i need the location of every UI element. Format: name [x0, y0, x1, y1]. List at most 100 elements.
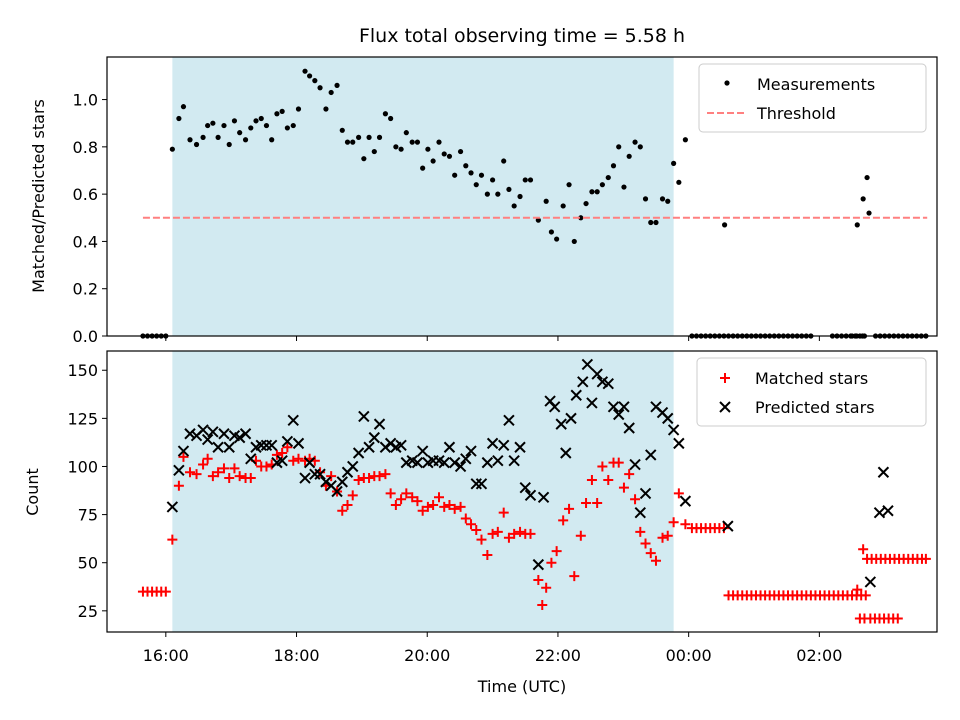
matched-star-point [569, 571, 580, 582]
top-legend: Measurements Threshold [698, 63, 927, 133]
legend-marker-cross [719, 401, 731, 413]
matched-star-point [412, 496, 423, 507]
measurement-point [350, 139, 356, 145]
predicted-star-point [309, 468, 321, 480]
measurement-point [517, 193, 523, 200]
matched-star-point [390, 499, 401, 510]
bottom-shaded-interval [172, 351, 674, 632]
matched-star-point [471, 524, 482, 535]
matched-star-point [160, 586, 171, 597]
matched-star-point [282, 442, 293, 453]
measurement-point [269, 137, 275, 143]
matched-star-point [422, 501, 433, 512]
measurement-point [864, 174, 870, 181]
predicted-star-point [411, 456, 424, 469]
measurement-point [393, 144, 399, 150]
top-y-tick-label: 1.0 [73, 91, 98, 110]
matched-star-point [337, 505, 348, 516]
bottom-y-tick-label: 25 [78, 602, 98, 621]
measurement-point [548, 229, 555, 235]
predicted-star-point [260, 439, 273, 452]
x-tick-label: 00:00 [666, 646, 712, 665]
matched-star-point [347, 490, 358, 501]
measurement-point [200, 134, 206, 140]
measurement-point [193, 141, 200, 148]
measurement-point [279, 108, 285, 114]
matched-star-point [229, 463, 240, 474]
matched-star-point [401, 488, 412, 499]
measurement-point [495, 191, 501, 197]
predicted-star-point [623, 422, 635, 434]
measurement-point [263, 122, 270, 129]
predicted-star-point [303, 456, 316, 469]
measurement-point [489, 177, 496, 183]
matched-star-point [173, 480, 184, 491]
predicted-star-point [276, 454, 288, 467]
x-tick-label: 22:00 [535, 646, 581, 665]
measurement-point [361, 156, 367, 162]
measurement-point [376, 134, 383, 140]
measurement-point [468, 170, 474, 176]
measurement-point [589, 189, 595, 195]
matched-star-point [245, 473, 256, 484]
top-shaded-interval [172, 57, 674, 336]
predicted-star-point [173, 464, 185, 477]
top-y-tick-label: 0.0 [73, 327, 98, 346]
matched-star-point [635, 526, 646, 537]
predicted-star-point [201, 433, 214, 446]
measurement-point [414, 139, 421, 145]
predicted-star-point [443, 441, 456, 453]
predicted-star-point [223, 441, 235, 453]
measurement-point [506, 186, 512, 193]
top-y-tick-label: 0.6 [73, 185, 98, 204]
bottom-series-matched-stars [137, 442, 931, 624]
measurement-point [388, 115, 394, 122]
measurement-point [621, 184, 627, 190]
measurement-point [616, 144, 622, 150]
x-tick-label: 20:00 [404, 646, 450, 665]
measurement-point [441, 151, 447, 157]
top-y-tick-label: 0.8 [73, 138, 98, 157]
predicted-star-point [416, 445, 429, 457]
measurement-point [274, 111, 280, 117]
matched-star-point [342, 499, 353, 510]
predicted-star-point [864, 576, 877, 588]
measurement-point [566, 182, 572, 188]
measurement-point [473, 182, 479, 188]
measurement-point [527, 177, 534, 183]
predicted-star-point [207, 426, 219, 438]
x-tick-label: 02:00 [796, 646, 842, 665]
measurement-point [560, 203, 566, 209]
matched-star-point [374, 471, 385, 482]
measurement-point [535, 217, 541, 223]
measurement-point [430, 158, 436, 164]
predicted-star-point [363, 441, 375, 453]
matched-star-point [673, 488, 684, 499]
measurement-point [484, 191, 490, 197]
matched-star-point [525, 528, 536, 539]
measurement-point [671, 160, 677, 166]
measurement-point [306, 73, 313, 79]
measurement-point [328, 89, 334, 96]
predicted-star-point [352, 447, 365, 459]
predicted-star-point [679, 495, 692, 507]
matched-star-point [533, 575, 544, 586]
predicted-star-point [373, 418, 386, 430]
measurement-point [366, 134, 372, 140]
matched-star-point [603, 474, 614, 485]
measurement-point [594, 189, 600, 195]
predicted-star-point [555, 418, 567, 430]
bottom-y-tick-label: 150 [67, 361, 98, 380]
measurement-point [463, 163, 469, 169]
legend-box [698, 63, 927, 133]
predicted-star-point [292, 437, 305, 450]
measurement-point [452, 172, 458, 178]
measurement-point [676, 179, 682, 185]
measurement-point [323, 106, 329, 112]
measurement-point [295, 106, 302, 112]
predicted-star-point [662, 412, 674, 425]
matched-star-point [407, 492, 418, 503]
matched-star-point [293, 453, 304, 464]
predicted-star-point [299, 472, 311, 484]
